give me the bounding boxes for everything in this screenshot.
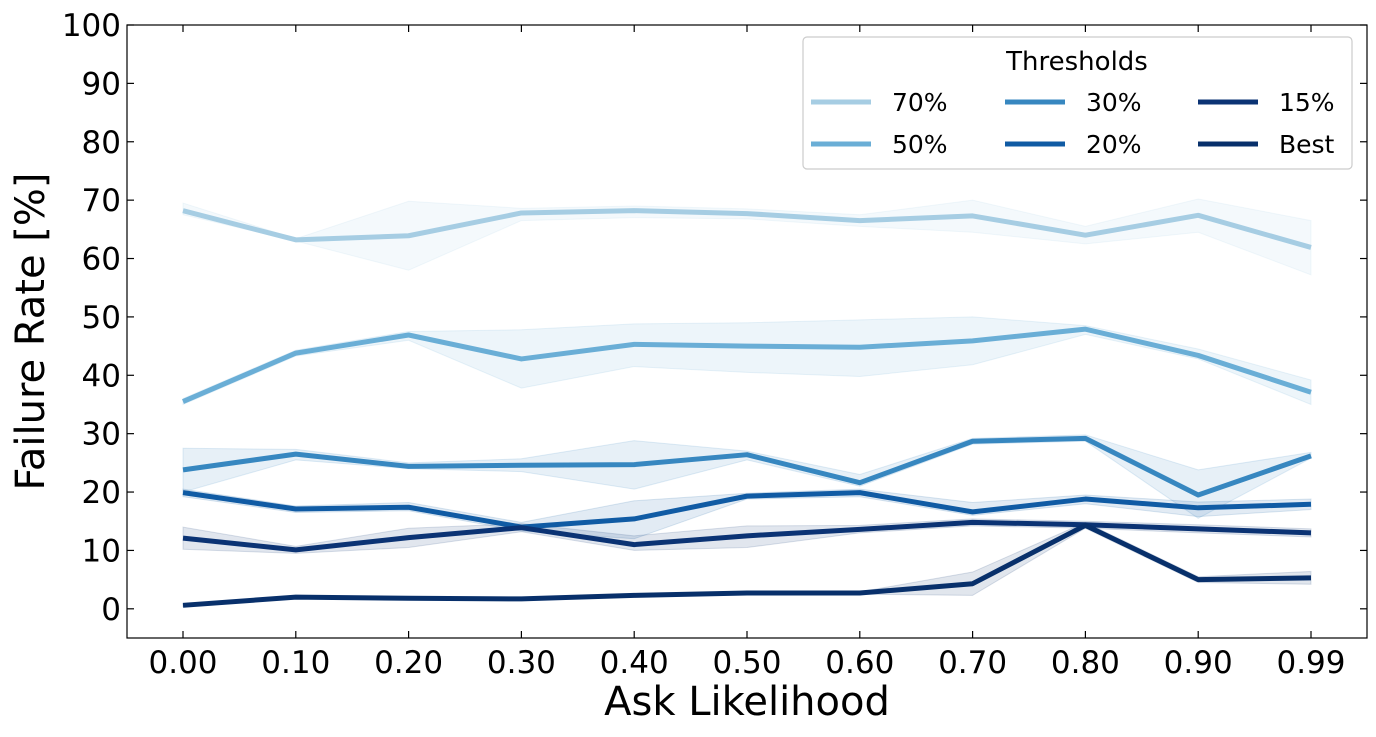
series-lines (182, 208, 1312, 608)
x-tick-label: 0.40 (600, 645, 669, 681)
series-line-4 (182, 490, 1312, 530)
y-tick-label: 60 (82, 242, 121, 278)
series-line-6 (182, 522, 1312, 608)
x-tick-label: 0.99 (1276, 645, 1345, 681)
legend-label-2: 50% (892, 130, 948, 159)
y-tick-label: 30 (82, 417, 121, 453)
band-2 (182, 316, 1312, 406)
legend-label-5: 15% (1279, 88, 1335, 117)
band-4 (182, 488, 1312, 540)
y-tick-label: 100 (62, 8, 121, 44)
x-axis: 0.00 0.10 0.20 0.30 0.40 0.50 0.60 0.70 0.80 0.90… (148, 25, 1346, 681)
legend-label-4: 20% (1086, 130, 1142, 159)
x-tick-label: 0.50 (712, 645, 781, 681)
x-tick-label: 0.00 (148, 645, 217, 681)
band-1 (182, 198, 1312, 276)
legend-label-6: Best (1279, 130, 1335, 159)
y-tick-label: 40 (82, 358, 121, 394)
x-tick-label: 0.70 (938, 645, 1007, 681)
y-tick-label: 90 (82, 66, 121, 102)
y-axis: 0 10 20 30 40 50 60 70 80 90 100 (62, 8, 1367, 628)
y-axis-title: Failure Rate [%] (8, 173, 54, 491)
x-tick-label: 0.20 (374, 645, 443, 681)
x-tick-label: 0.60 (825, 645, 894, 681)
y-tick-label: 50 (82, 300, 121, 336)
x-tick-label: 0.80 (1051, 645, 1120, 681)
legend-title: Thresholds (1005, 47, 1148, 77)
x-tick-label: 0.30 (487, 645, 556, 681)
legend-frame (802, 36, 1353, 170)
y-tick-label: 80 (82, 125, 121, 161)
x-tick-label: 0.90 (1164, 645, 1233, 681)
legend-label-3: 30% (1086, 88, 1142, 117)
y-tick-label: 20 (82, 475, 121, 511)
series-line-2 (182, 326, 1312, 404)
y-tick-label: 0 (101, 592, 121, 628)
y-tick-label: 70 (82, 183, 121, 219)
legend-label-1: 70% (892, 88, 948, 117)
legend: Thresholds 70% 50% 30% 20% 15% Best (802, 36, 1353, 170)
y-tick-label: 10 (82, 533, 121, 569)
x-tick-label: 0.10 (261, 645, 330, 681)
x-axis-title: Ask Likelihood (604, 679, 890, 725)
series-line-1 (182, 208, 1312, 250)
series-line-5 (182, 519, 1312, 553)
series-line-3 (182, 435, 1312, 498)
